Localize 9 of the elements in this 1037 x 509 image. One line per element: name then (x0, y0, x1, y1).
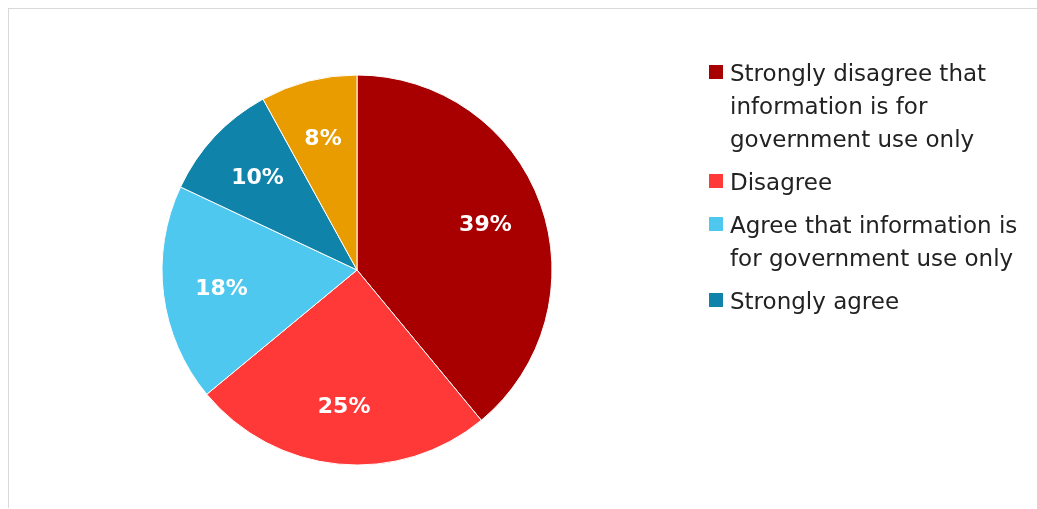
data-label: 10% (231, 164, 284, 190)
data-label: 8% (304, 125, 342, 151)
legend-label: Strongly disagree that information is for government use only (730, 59, 988, 154)
data-label: 39% (459, 211, 512, 237)
legend-label: Agree that information is for government use only (730, 211, 1019, 273)
legend-label: Strongly agree (730, 287, 900, 316)
data-label: 18% (195, 274, 248, 300)
data-label: 25% (317, 393, 371, 419)
legend-label: Disagree (730, 168, 833, 197)
